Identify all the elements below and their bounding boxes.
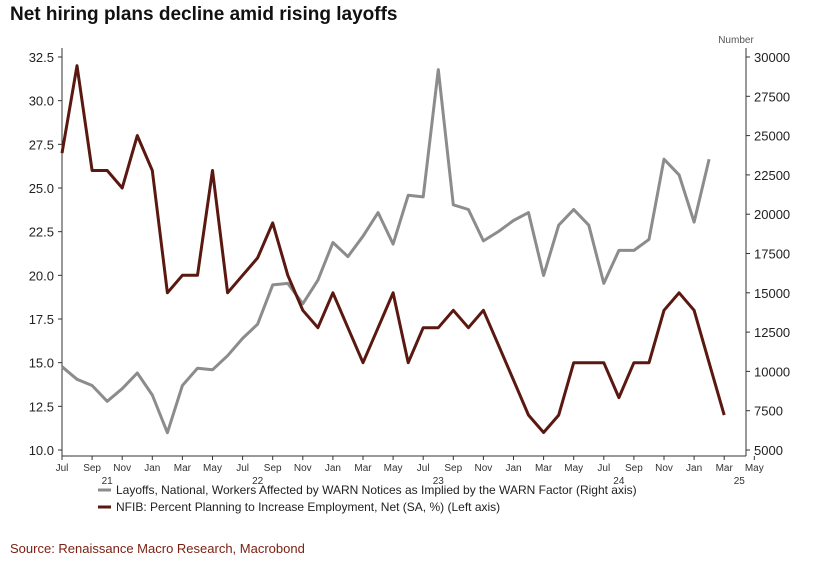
right-tick-label: 25000 bbox=[754, 129, 790, 144]
left-tick-label: 20.0 bbox=[29, 268, 54, 283]
right-tick-label: 17500 bbox=[754, 247, 790, 262]
x-tick-label: Jan bbox=[144, 463, 160, 474]
left-tick-label: 22.5 bbox=[29, 225, 54, 240]
x-tick-label: Jan bbox=[325, 463, 341, 474]
right-tick-label: 7500 bbox=[754, 404, 783, 419]
x-year-label: 24 bbox=[613, 476, 625, 487]
x-year-label: 21 bbox=[102, 476, 114, 487]
left-tick-label: 27.5 bbox=[29, 137, 54, 152]
x-tick-label: Mar bbox=[174, 463, 192, 474]
x-tick-label: Jan bbox=[505, 463, 521, 474]
left-tick-label: 25.0 bbox=[29, 181, 54, 196]
x-tick-label: Nov bbox=[655, 463, 673, 474]
right-axis: 5000 7500 10000 12500 15000 17500 20000 22500 25… bbox=[718, 35, 790, 458]
right-axis-unit: Number bbox=[718, 35, 754, 46]
x-year-label: 22 bbox=[252, 476, 264, 487]
x-tick-label: Mar bbox=[716, 463, 734, 474]
x-tick-label: Sep bbox=[625, 463, 643, 474]
legend-label-nfib: NFIB: Percent Planning to Increase Emplo… bbox=[116, 500, 500, 514]
left-axis: 10.0 12.5 15.0 17.5 20.0 22.5 25.0 27.5 30.0 32.5 bbox=[29, 48, 63, 458]
left-tick-label: 10.0 bbox=[29, 443, 54, 458]
x-tick-label: May bbox=[745, 463, 764, 474]
x-tick-label: Jul bbox=[56, 463, 69, 474]
x-tick-label: Mar bbox=[354, 463, 372, 474]
x-year-label: 25 bbox=[734, 476, 746, 487]
x-tick-label: Jan bbox=[686, 463, 702, 474]
x-tick-label: Sep bbox=[444, 463, 462, 474]
x-tick-label: Nov bbox=[294, 463, 312, 474]
x-tick-label: Sep bbox=[264, 463, 282, 474]
x-tick-label: May bbox=[384, 463, 403, 474]
x-tick-label: Nov bbox=[113, 463, 131, 474]
x-tick-label: Jul bbox=[236, 463, 249, 474]
x-tick-label: May bbox=[564, 463, 583, 474]
x-tick-label: Nov bbox=[475, 463, 493, 474]
right-tick-label: 27500 bbox=[754, 89, 790, 104]
right-tick-label: 10000 bbox=[754, 364, 790, 379]
left-tick-label: 30.0 bbox=[29, 94, 54, 109]
right-tick-label: 5000 bbox=[754, 443, 783, 458]
right-tick-label: 15000 bbox=[754, 286, 790, 301]
series-layer bbox=[60, 64, 726, 435]
legend-label-layoffs: Layoffs, National, Workers Affected by W… bbox=[116, 483, 637, 497]
x-tick-label: Jul bbox=[597, 463, 610, 474]
right-tick-label: 22500 bbox=[754, 168, 790, 183]
x-tick-label: May bbox=[203, 463, 222, 474]
right-tick-label: 20000 bbox=[754, 207, 790, 222]
x-year-label: 23 bbox=[433, 476, 445, 487]
chart-title: Net hiring plans decline amid rising lay… bbox=[10, 4, 398, 25]
left-tick-label: 17.5 bbox=[29, 312, 54, 327]
left-tick-label: 32.5 bbox=[29, 50, 54, 65]
right-tick-label: 12500 bbox=[754, 325, 790, 340]
x-tick-label: Jul bbox=[417, 463, 430, 474]
series-line-layoffs bbox=[61, 68, 711, 435]
left-tick-label: 15.0 bbox=[29, 356, 54, 371]
left-tick-label: 12.5 bbox=[29, 399, 54, 414]
series-line-nfib bbox=[60, 64, 726, 434]
source-note: Source: Renaissance Macro Research, Macr… bbox=[10, 541, 305, 556]
legend: Layoffs, National, Workers Affected by W… bbox=[98, 483, 637, 514]
right-tick-label: 30000 bbox=[754, 50, 790, 65]
x-tick-label: Mar bbox=[535, 463, 553, 474]
x-tick-label: Sep bbox=[83, 463, 101, 474]
